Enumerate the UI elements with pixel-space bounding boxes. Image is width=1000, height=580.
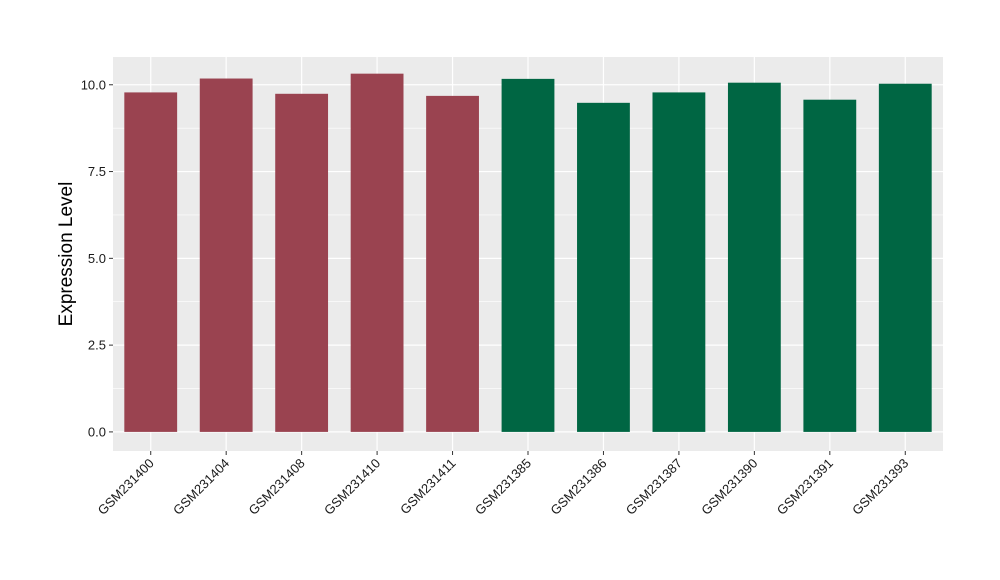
bar [199,78,253,432]
x-tick-label: GSM231408 [246,456,308,518]
bar [124,92,178,432]
x-tick-label: GSM231410 [321,456,383,518]
y-tick-label: 5.0 [88,251,106,266]
bar [727,82,781,432]
x-tick-label: GSM231391 [774,456,836,518]
bar [426,95,479,432]
bar [878,83,932,432]
x-tick-label: GSM231387 [623,456,685,518]
y-axis: 0.0 2.5 5.0 7.5 10.0 [81,77,113,439]
x-axis: GSM231400 GSM231404 GSM231408 GSM231410 GSM2… [95,451,911,518]
x-tick-label: GSM231386 [547,456,609,518]
bar [803,99,857,432]
y-tick-label: 2.5 [88,338,106,353]
x-tick-label: GSM231390 [698,456,760,518]
bars [124,73,932,432]
x-tick-label: GSM231404 [170,456,232,518]
bar [350,73,404,432]
bar [577,102,630,432]
y-tick-label: 0.0 [88,424,106,439]
y-tick-label: 10.0 [81,77,106,92]
bar [275,93,329,432]
x-tick-label: GSM231411 [397,456,459,518]
bar [501,78,555,432]
x-tick-label: GSM231385 [472,456,534,518]
y-tick-label: 7.5 [88,164,106,179]
x-tick-label: GSM231400 [95,456,157,518]
x-tick-label: GSM231393 [849,456,911,518]
y-axis-title: Expression Level [56,182,77,327]
bar [652,92,706,432]
